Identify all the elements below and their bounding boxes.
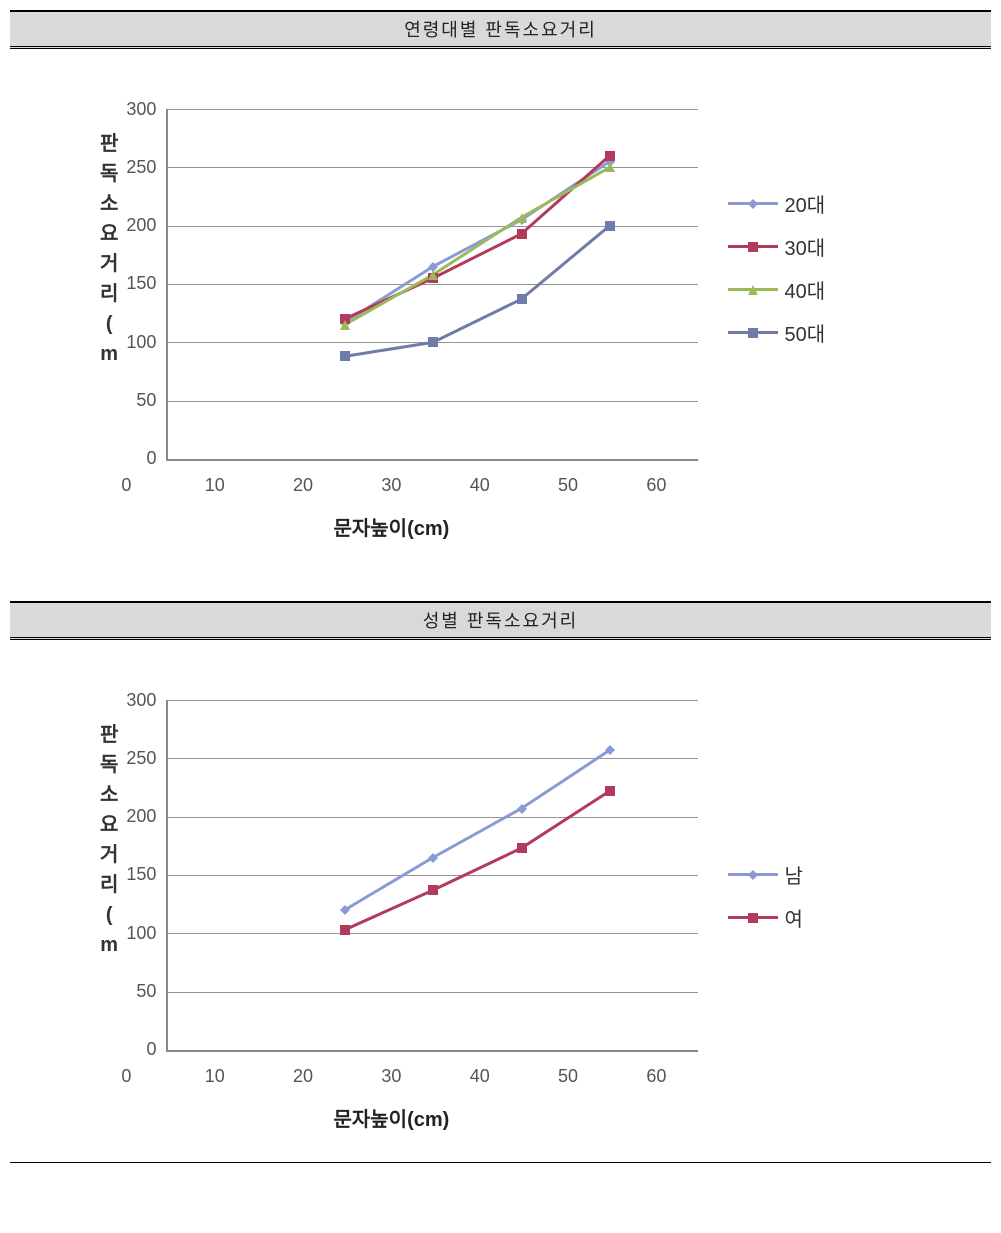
ytick-label: 0 [126,1039,156,1060]
xtick-label: 50 [553,1066,583,1087]
legend-swatch [728,331,778,334]
xtick-label: 40 [465,475,495,496]
legend-swatch [728,245,778,248]
xtick-label: 50 [553,475,583,496]
ylabel-char: 판 [100,129,118,159]
ytick-label: 100 [126,332,156,353]
ylabel-char: 리 [100,279,118,309]
ylabel-char: 거 [100,249,118,279]
ylabel-char: 요 [100,219,118,249]
xtick-label: 20 [288,1066,318,1087]
xtick-label: 30 [376,1066,406,1087]
ytick-label: 100 [126,923,156,944]
legend-item: 30대 [728,232,825,261]
xtick-label: 60 [641,475,671,496]
x-axis-label: 문자높이(cm) [126,1103,656,1132]
xtick-label: 20 [288,475,318,496]
legend-item: 40대 [728,275,825,304]
chart-title: 연령대별 판독소요거리 [10,10,991,49]
ytick-label: 250 [126,157,156,178]
legend-label: 30대 [784,232,825,261]
plot-container: 판독소요거리(m 300250200150100500 20대 30대 [100,109,991,541]
chart-title: 성별 판독소요거리 [10,601,991,640]
legend-item: 20대 [728,189,825,218]
xtick-label: 40 [465,1066,495,1087]
xtick-label: 10 [200,475,230,496]
legend-label: 50대 [784,318,825,347]
chart-block: 성별 판독소요거리 판독소요거리(m 300250200150100500 남 [10,601,991,1163]
plot-container: 판독소요거리(m 300250200150100500 남 여 [100,700,991,1132]
xtick-label: 30 [376,475,406,496]
ytick-label: 150 [126,273,156,294]
legend-label: 20대 [784,189,825,218]
y-axis-label: 판독소요거리(m [100,700,118,960]
ylabel-char: m [100,930,118,960]
ytick-label: 150 [126,864,156,885]
legend-swatch [728,873,778,876]
legend-item: 50대 [728,318,825,347]
plot-area [166,700,698,1052]
x-axis-label: 문자높이(cm) [126,512,656,541]
plot-area [166,109,698,461]
legend-label: 40대 [784,275,825,304]
xtick-label: 10 [200,1066,230,1087]
ytick-label: 0 [126,448,156,469]
xtick-label: 60 [641,1066,671,1087]
divider [10,1162,991,1163]
legend-label: 여 [784,903,802,932]
ylabel-char: 리 [100,870,118,900]
ytick-label: 300 [126,690,156,711]
ylabel-char: 소 [100,780,118,810]
y-axis-ticks: 300 250 200 150 100 50 0 [126,99,166,469]
ytick-label: 200 [126,215,156,236]
ylabel-char: 판 [100,720,118,750]
legend-swatch [728,916,778,919]
y-axis-label: 판독소요거리(m [100,109,118,369]
ytick-label: 300 [126,99,156,120]
ytick-label: 250 [126,748,156,769]
ylabel-char: ( [106,309,113,339]
ylabel-char: 소 [100,189,118,219]
ytick-label: 200 [126,806,156,827]
chart-block: 연령대별 판독소요거리 판독소요거리(m 300250200150100500 … [10,10,991,541]
ylabel-char: 요 [100,810,118,840]
ylabel-char: m [100,339,118,369]
ylabel-char: 거 [100,840,118,870]
legend: 남 여 [728,860,802,1060]
xtick-label: 0 [111,1066,141,1087]
x-axis-ticks: 0 10 20 30 40 50 60 [111,1066,671,1087]
ytick-label: 50 [126,981,156,1002]
legend-item: 여 [728,903,802,932]
xtick-label: 0 [111,475,141,496]
legend-swatch [728,288,778,291]
ylabel-char: 독 [100,159,118,189]
legend: 20대 30대 40대 50대 [728,189,825,469]
legend-swatch [728,202,778,205]
y-axis-ticks: 300 250 200 150 100 50 0 [126,690,166,1060]
legend-item: 남 [728,860,802,889]
ylabel-char: 독 [100,750,118,780]
legend-label: 남 [784,860,802,889]
ytick-label: 50 [126,390,156,411]
x-axis-ticks: 0 10 20 30 40 50 60 [111,475,671,496]
ylabel-char: ( [106,900,113,930]
